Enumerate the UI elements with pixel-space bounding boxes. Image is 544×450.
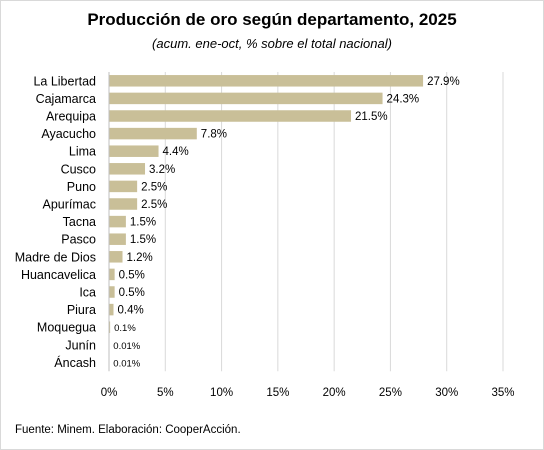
bar bbox=[109, 75, 424, 87]
category-label: Cusco bbox=[61, 162, 96, 176]
x-tick-label: 10% bbox=[210, 387, 233, 399]
bar bbox=[109, 110, 352, 122]
source-note: Fuente: Minem. Elaboración: CooperAcción… bbox=[15, 424, 241, 436]
data-label: 2.5% bbox=[141, 181, 167, 193]
bar bbox=[109, 180, 138, 193]
x-tick-label: 30% bbox=[435, 387, 458, 399]
data-label: 0.5% bbox=[119, 269, 145, 281]
bar bbox=[109, 233, 126, 245]
x-tick-label: 25% bbox=[379, 387, 402, 399]
x-tick-label: 20% bbox=[323, 387, 346, 399]
data-label: 21.5% bbox=[355, 111, 388, 123]
x-tick-label: 15% bbox=[266, 387, 289, 399]
data-label: 2.5% bbox=[141, 199, 167, 211]
bar-chart: 0% 5% 10% 15% 20% 25% 30% 35% La Libertad 27.9% Ca… bbox=[15, 72, 515, 399]
x-tick-label: 0% bbox=[101, 387, 118, 399]
bar bbox=[109, 215, 126, 228]
chart-title: Producción de oro según departamento, 20… bbox=[87, 10, 457, 29]
bar bbox=[109, 92, 383, 105]
data-label: 3.2% bbox=[149, 164, 175, 176]
bar bbox=[109, 163, 146, 175]
data-label: 7.8% bbox=[201, 129, 227, 141]
data-label: 1.5% bbox=[130, 234, 156, 246]
data-label: 27.9% bbox=[427, 76, 460, 88]
data-label: 4.4% bbox=[163, 146, 189, 158]
category-label: Piura bbox=[67, 303, 96, 317]
chart-subtitle: (acum. ene-oct, % sobre el total naciona… bbox=[152, 36, 392, 51]
category-label: Apurímac bbox=[43, 198, 97, 212]
data-label: 24.3% bbox=[387, 93, 420, 105]
bar bbox=[109, 127, 197, 140]
category-label: Tacna bbox=[63, 215, 96, 229]
category-label: Pasco bbox=[61, 233, 96, 247]
data-label: 0.5% bbox=[119, 287, 145, 299]
category-label: Moquegua bbox=[37, 321, 96, 335]
bar bbox=[109, 145, 159, 157]
category-label: Lima bbox=[69, 145, 96, 159]
category-label: La Libertad bbox=[33, 74, 96, 88]
bar bbox=[109, 303, 114, 316]
category-label: Áncash bbox=[54, 355, 96, 370]
category-label: Madre de Dios bbox=[15, 250, 96, 264]
data-label: 1.2% bbox=[127, 252, 153, 264]
bar bbox=[109, 268, 115, 281]
category-label: Ica bbox=[79, 286, 96, 300]
bar bbox=[109, 251, 123, 263]
data-label: 0.01% bbox=[113, 341, 140, 352]
x-tick-label: 35% bbox=[491, 387, 514, 399]
category-label: Puno bbox=[67, 180, 96, 194]
category-label: Cajamarca bbox=[36, 92, 96, 106]
bar bbox=[109, 286, 115, 298]
bar bbox=[109, 321, 111, 333]
category-label: Ayacucho bbox=[41, 127, 96, 141]
bar bbox=[109, 198, 138, 210]
category-label: Arequipa bbox=[46, 110, 96, 124]
data-label: 0.4% bbox=[118, 305, 144, 317]
x-tick-label: 5% bbox=[157, 387, 174, 399]
data-label: 0.1% bbox=[114, 323, 136, 334]
category-label: Huancavelica bbox=[21, 268, 96, 282]
category-label: Junín bbox=[65, 338, 96, 352]
data-label: 0.01% bbox=[113, 358, 140, 369]
data-label: 1.5% bbox=[130, 217, 156, 229]
